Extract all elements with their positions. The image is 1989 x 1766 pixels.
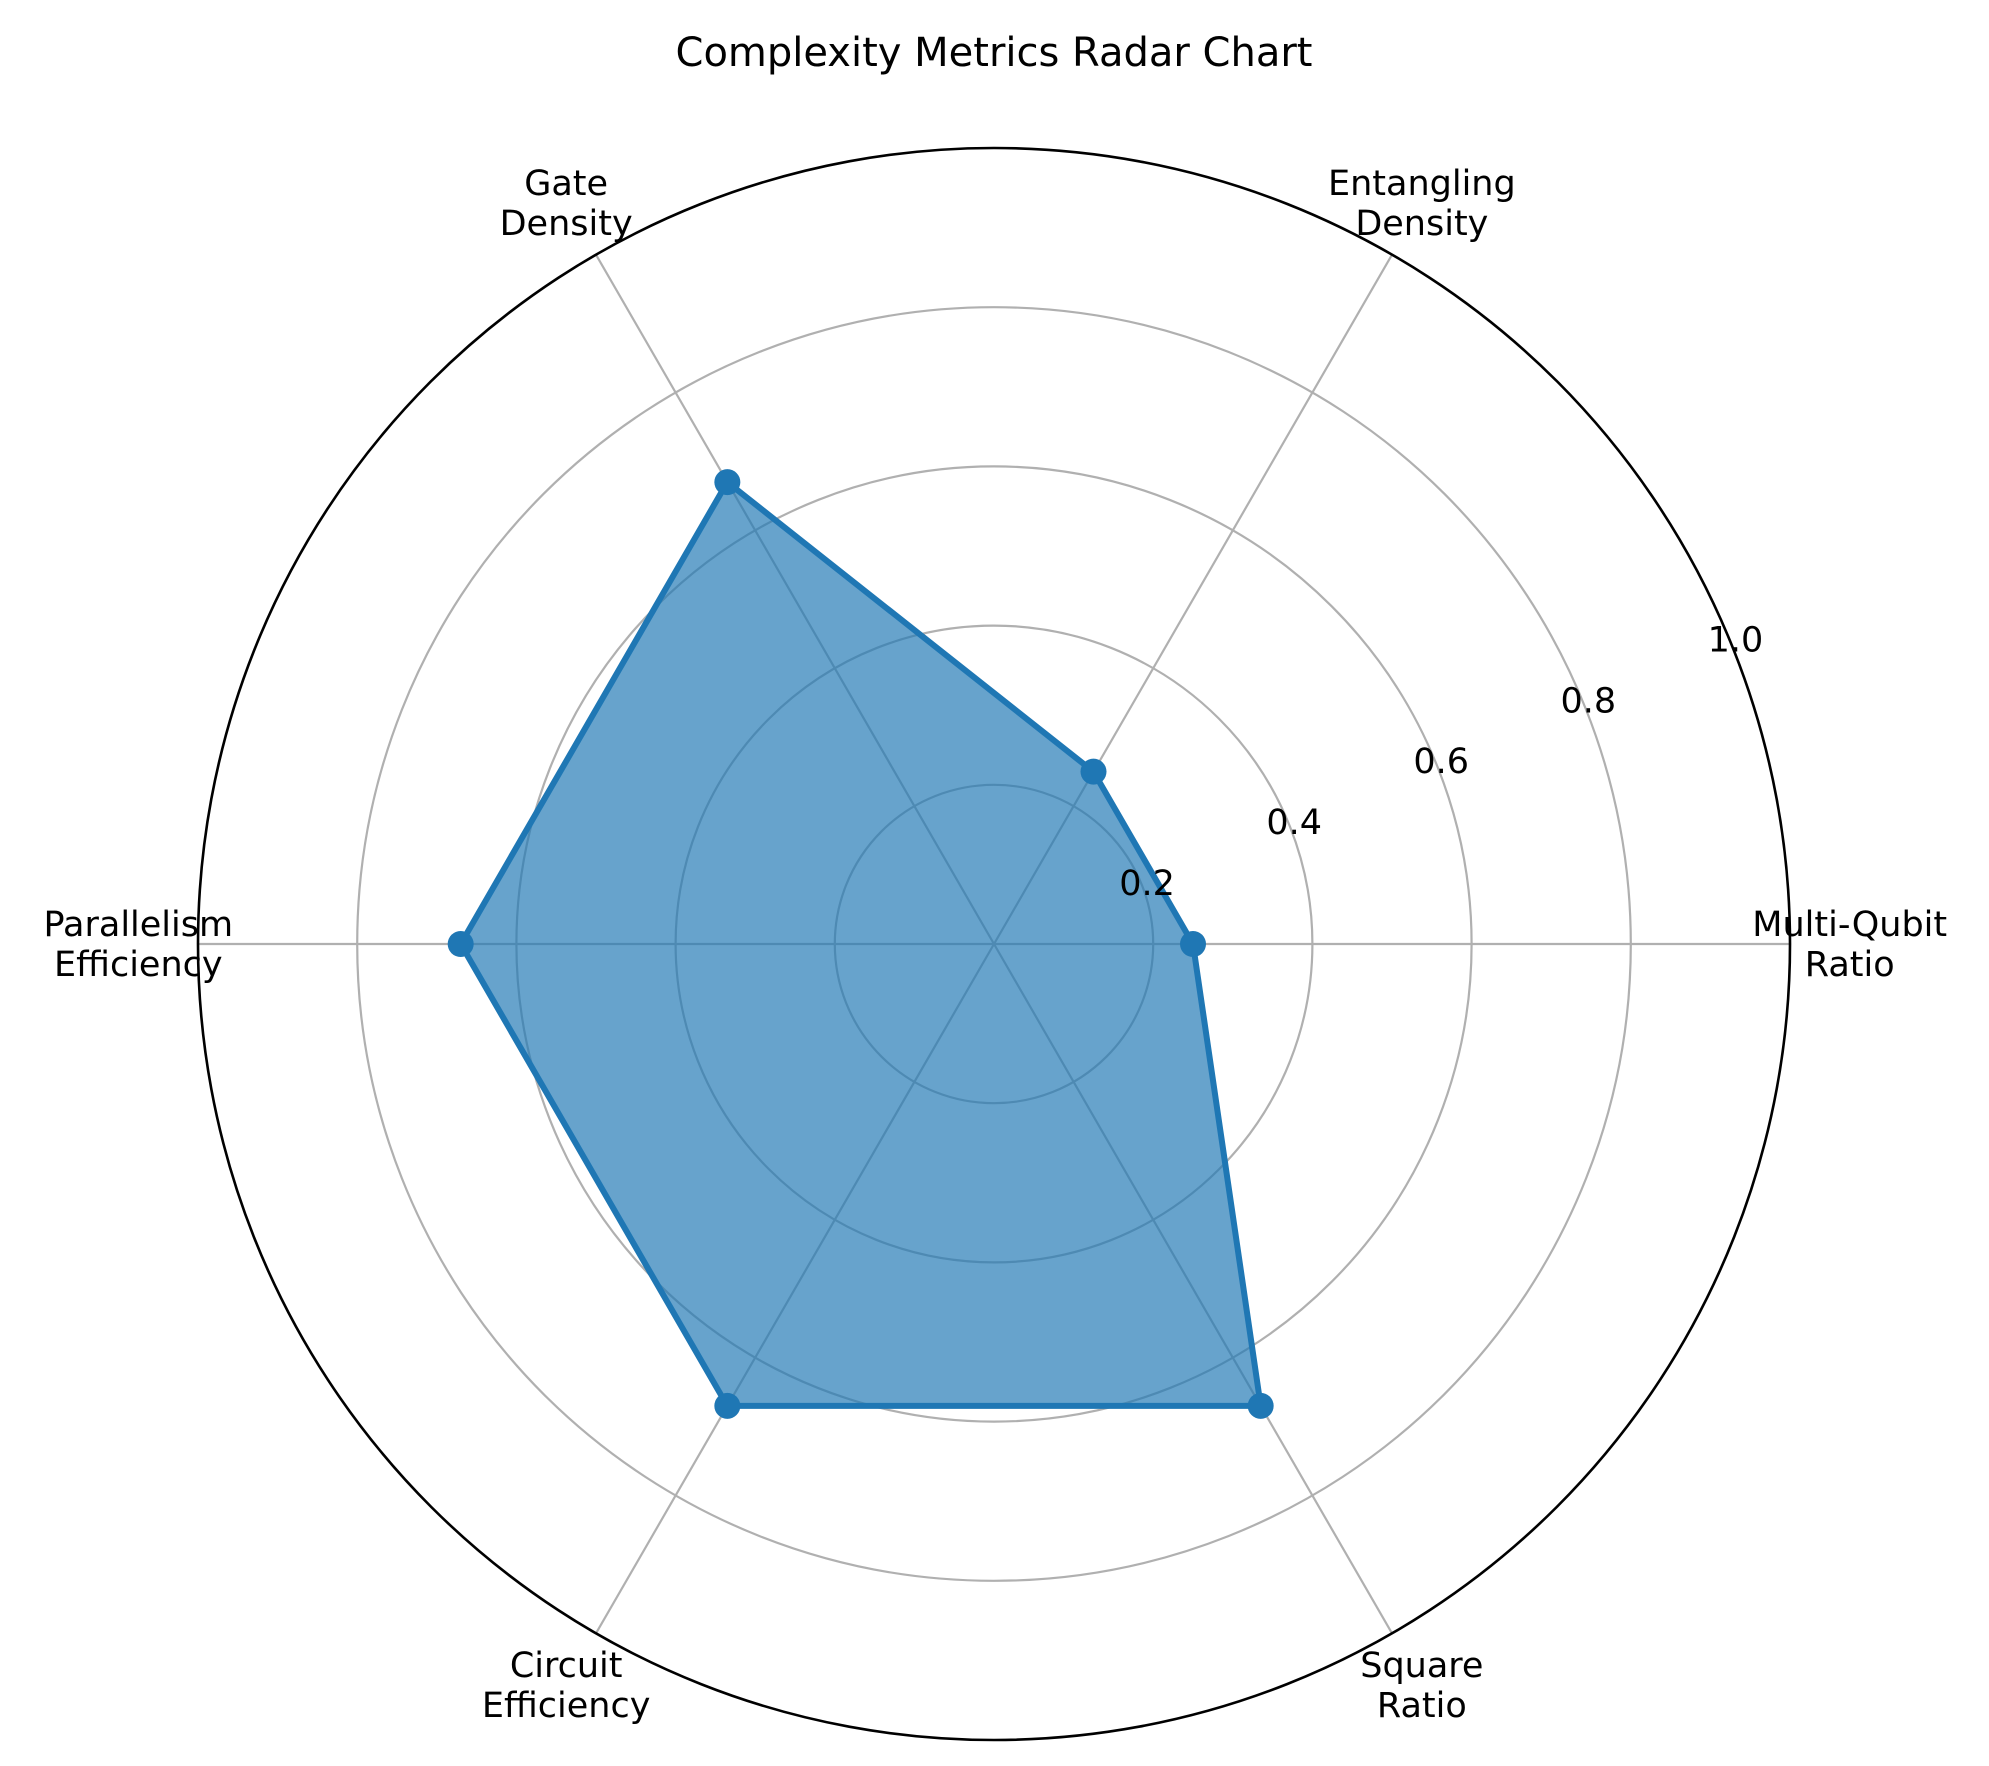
category-label-line: Ratio bbox=[1377, 1686, 1467, 1726]
data-point-1 bbox=[1080, 758, 1107, 785]
data-point-0 bbox=[1180, 931, 1206, 957]
category-label-0: Multi-Qubit Ratio bbox=[1752, 905, 1947, 985]
category-label-line: Density bbox=[1355, 204, 1488, 244]
polar-frame bbox=[196, 146, 1792, 1742]
data-layer bbox=[447, 469, 1274, 1419]
category-label-2: Gate Density bbox=[500, 164, 633, 244]
chart-title: Complexity Metrics Radar Chart bbox=[676, 30, 1313, 76]
category-label-line: Circuit bbox=[510, 1646, 623, 1686]
category-label-line: Efficiency bbox=[54, 945, 223, 985]
category-label-line: Square bbox=[1360, 1646, 1483, 1686]
category-label-line: Parallelism bbox=[44, 905, 234, 945]
category-label-5: Square Ratio bbox=[1360, 1646, 1483, 1726]
category-label-line: Density bbox=[500, 204, 633, 244]
series-area bbox=[460, 482, 1261, 1406]
category-label-line: Gate bbox=[524, 164, 608, 204]
r-tick-label-2: 0.6 bbox=[1413, 742, 1469, 782]
data-point-3 bbox=[447, 931, 474, 957]
category-label-4: Circuit Efficiency bbox=[482, 1646, 651, 1726]
r-tick-label-4: 1.0 bbox=[1708, 620, 1764, 660]
data-point-2 bbox=[714, 469, 741, 496]
data-point-4 bbox=[714, 1392, 741, 1419]
category-label-line: Ratio bbox=[1805, 945, 1895, 985]
category-label-line: Efficiency bbox=[482, 1686, 651, 1726]
r-tick-label-3: 0.8 bbox=[1560, 681, 1616, 721]
r-tick-label-0: 0.2 bbox=[1119, 864, 1175, 904]
data-point-5 bbox=[1247, 1392, 1274, 1419]
category-label-3: Parallelism Efficiency bbox=[44, 905, 234, 985]
category-label-1: Entangling Density bbox=[1328, 164, 1516, 244]
category-label-line: Multi-Qubit bbox=[1752, 905, 1947, 945]
r-tick-label-1: 0.4 bbox=[1266, 803, 1322, 843]
category-label-line: Entangling bbox=[1328, 164, 1516, 204]
